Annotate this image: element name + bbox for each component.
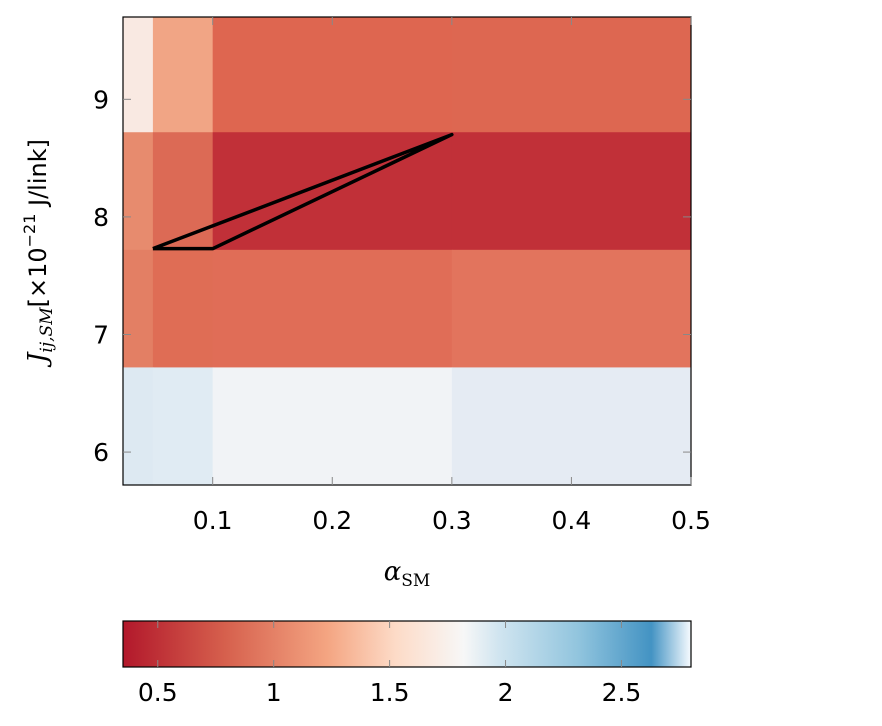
x-axis: 0.1 0.2 0.3 0.4 0.5 bbox=[193, 17, 711, 535]
x-tick-label: 0.3 bbox=[432, 506, 472, 535]
heatmap-cell bbox=[451, 249, 691, 369]
colorbar-ticks: 0.5 1 1.5 2 2.5 bbox=[138, 621, 641, 707]
x-tick-label: 0.5 bbox=[671, 506, 711, 535]
heatmap-cell bbox=[451, 132, 691, 251]
heatmap-cell bbox=[152, 17, 214, 133]
colorbar-tick-label: 1 bbox=[266, 678, 282, 707]
heatmap-cell bbox=[152, 367, 214, 485]
heatmap-cell bbox=[212, 367, 453, 485]
x-axis-label-main: α bbox=[384, 557, 402, 587]
y-axis-label-sub: ij,SM bbox=[37, 307, 57, 353]
heatmap-cell bbox=[152, 132, 214, 251]
y-tick-label: 6 bbox=[93, 438, 109, 467]
heatmap-cell bbox=[451, 367, 691, 485]
plot-frame bbox=[122, 16, 692, 486]
heatmap-cell bbox=[451, 17, 691, 133]
heatmap-cell bbox=[212, 249, 453, 369]
y-axis-label: Jij,SM[×10−21 J/link] bbox=[20, 139, 57, 368]
x-axis-label: αSM bbox=[384, 557, 431, 591]
heatmap-cell bbox=[123, 367, 154, 485]
colorbar-tick-label: 2.5 bbox=[602, 678, 642, 707]
heatmap-cell bbox=[123, 17, 154, 133]
y-axis: 6 7 8 9 bbox=[93, 85, 691, 467]
y-axis-label-unit-tail: J/link] bbox=[24, 139, 52, 214]
outline-triangle bbox=[152, 132, 454, 251]
colorbar-tick-label: 1.5 bbox=[370, 678, 410, 707]
y-tick-label: 8 bbox=[93, 203, 109, 232]
heatmap-cell bbox=[212, 17, 453, 133]
x-tick-label: 0.1 bbox=[193, 506, 233, 535]
colorbar: 0.5 1 1.5 2 2.5 bbox=[122, 620, 692, 707]
colorbar-tick-label: 0.5 bbox=[138, 678, 178, 707]
y-tick-label: 7 bbox=[93, 320, 109, 349]
heatmap-cell bbox=[152, 249, 214, 369]
y-axis-label-main: J bbox=[23, 351, 53, 368]
colorbar-gradient bbox=[122, 620, 692, 668]
heatmap-cell bbox=[123, 132, 154, 251]
y-axis-label-exp: −21 bbox=[20, 214, 39, 248]
heatmap bbox=[123, 17, 691, 485]
heatmap-cell bbox=[123, 249, 154, 369]
y-tick-label: 9 bbox=[93, 85, 109, 114]
x-tick-label: 0.4 bbox=[552, 506, 592, 535]
x-axis-label-sub: SM bbox=[401, 571, 430, 591]
x-tick-label: 0.2 bbox=[312, 506, 352, 535]
colorbar-tick-label: 2 bbox=[498, 678, 514, 707]
y-axis-label-unit: [×10 bbox=[24, 247, 52, 307]
